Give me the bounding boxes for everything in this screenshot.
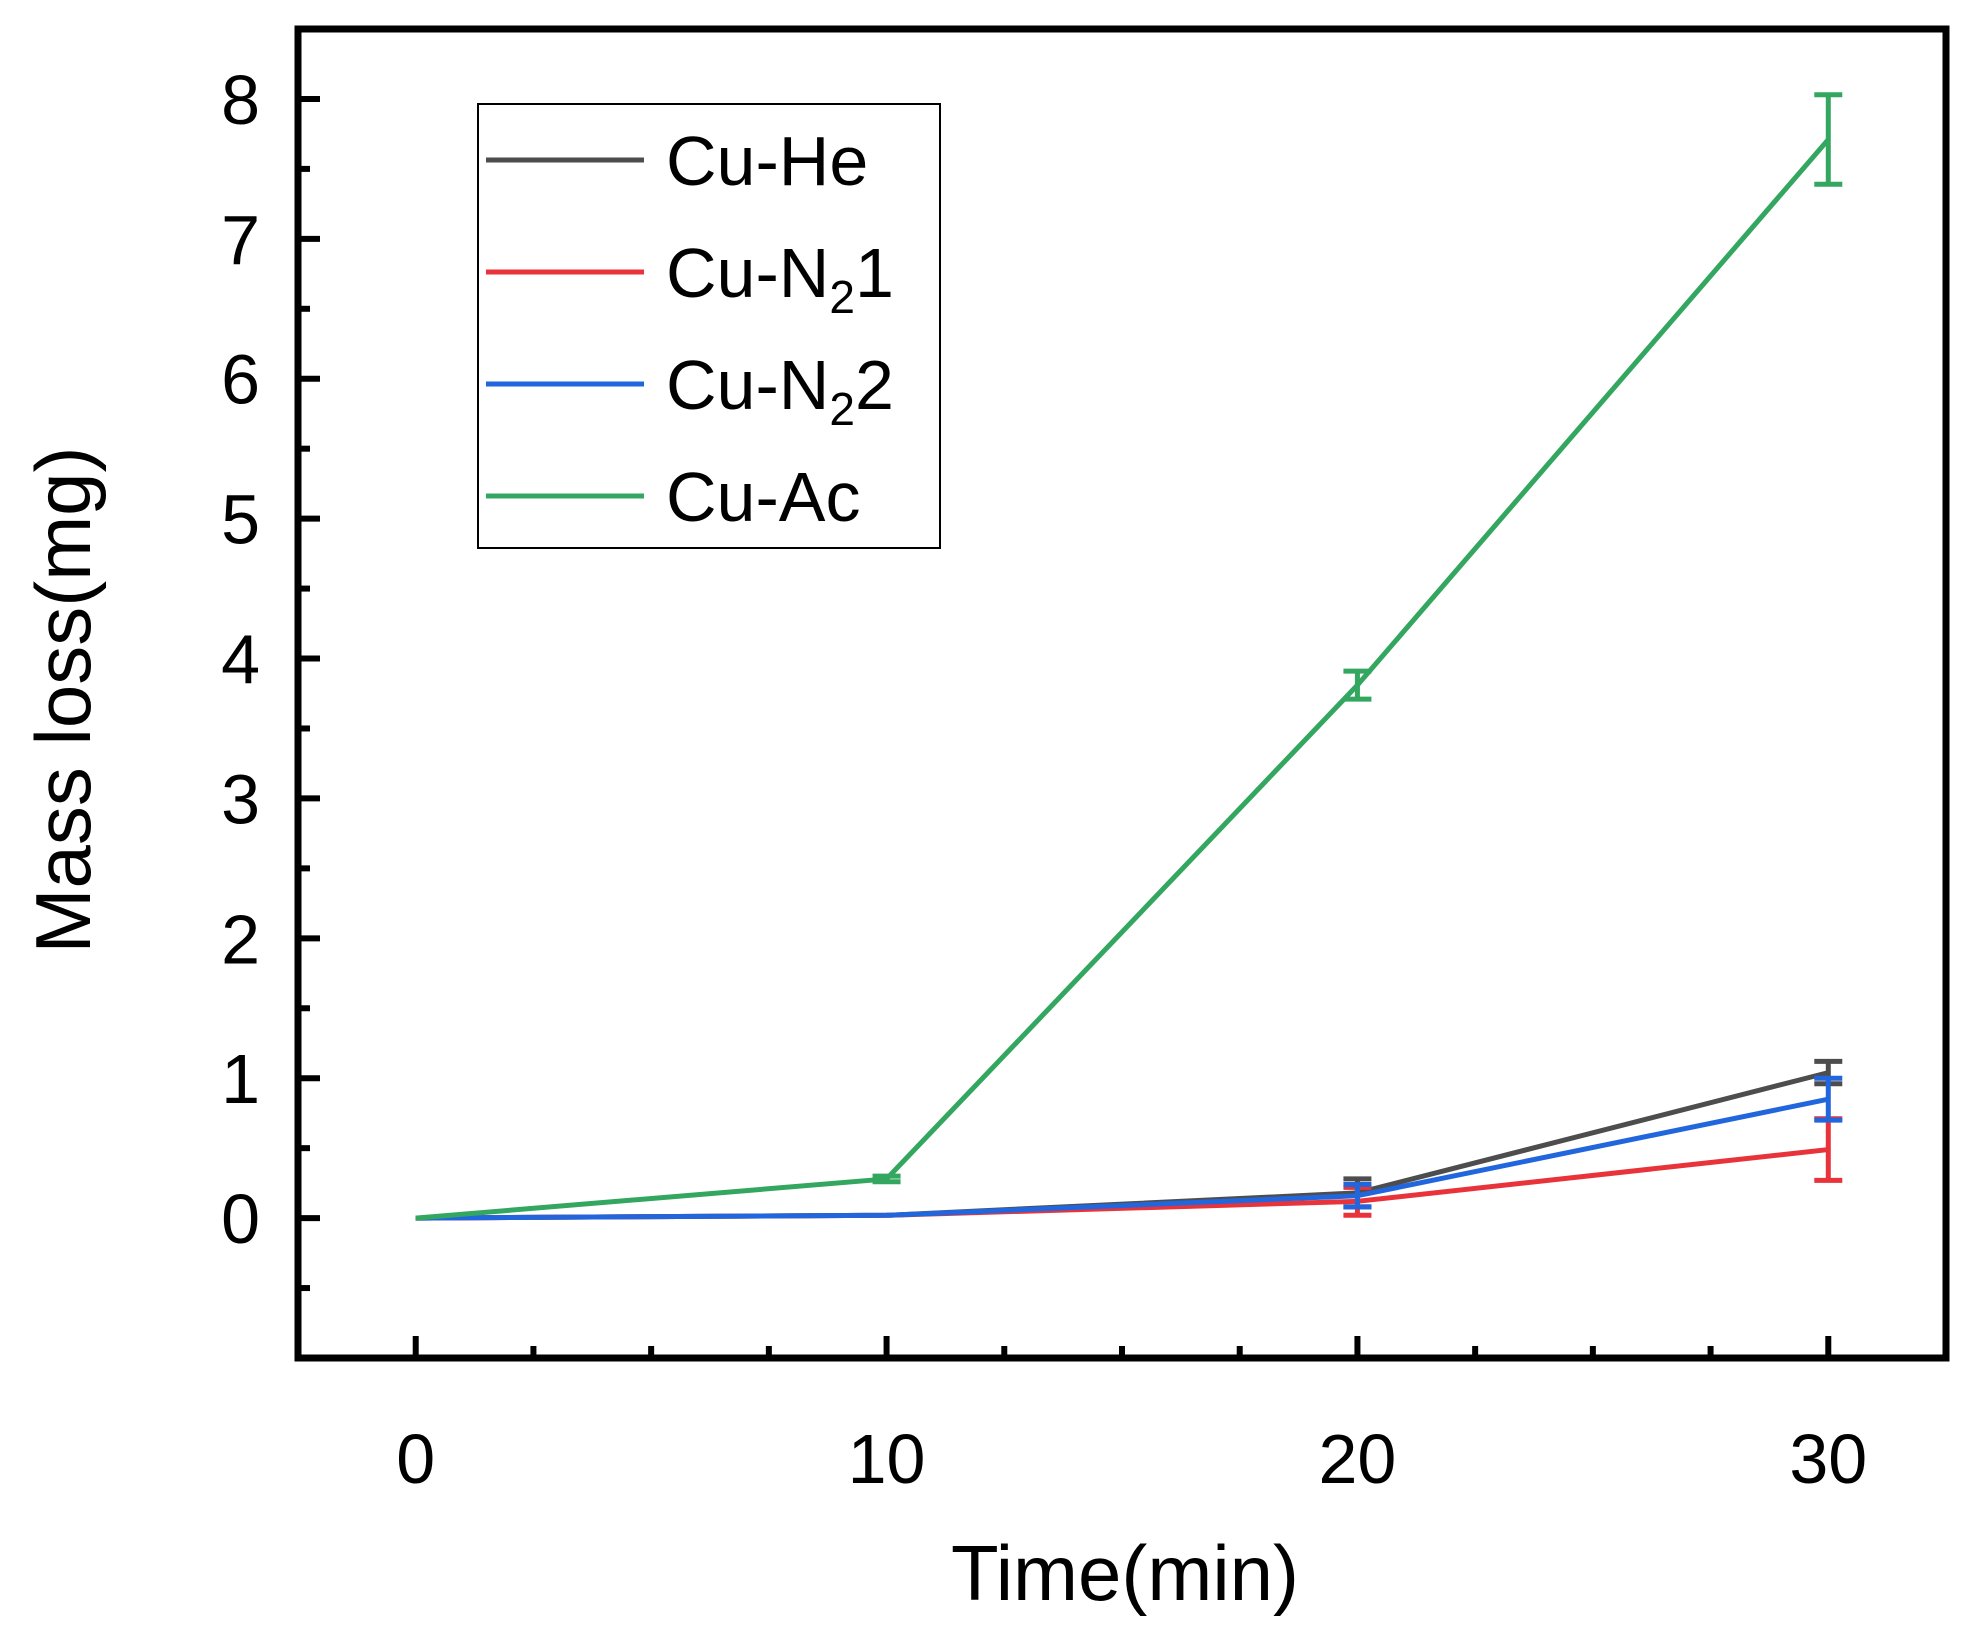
y-tick-label: 0 [221,1180,260,1258]
y-tick-label: 8 [221,61,260,139]
y-tick-label: 5 [221,481,260,559]
y-tick-label: 6 [221,341,260,419]
legend-item: Cu-Ac [486,458,860,536]
x-tick-label: 0 [396,1420,435,1498]
series-line [415,1070,1829,1221]
legend-label: Cu-N22 [666,346,894,435]
series-line [415,137,1831,1221]
x-tick-label: 30 [1789,1420,1867,1498]
series-line [415,1096,1829,1221]
y-tick-label: 4 [221,621,260,699]
legend-label: Cu-He [666,122,868,200]
legend-item: Cu-He [486,122,868,200]
x-tick-label: 10 [848,1420,926,1498]
series-Cu-N22 [415,1075,1843,1221]
y-axis-title: Mass loss(mg) [19,446,107,953]
y-tick-label: 7 [221,201,260,279]
legend-box [477,103,941,549]
axes: 0 10 20 30 0 1 2 3 4 5 6 7 8 [221,25,1950,1498]
series-layer [415,92,1843,1221]
y-tick-label: 3 [221,760,260,838]
x-tick-label: 20 [1318,1420,1396,1498]
legend-label: Cu-N21 [666,234,894,323]
x-axis-title: Time(min) [951,1529,1299,1617]
legend: Cu-He Cu-N21 Cu-N22 Cu-Ac [477,103,941,549]
legend-item: Cu-N22 [486,346,894,435]
series-Cu-Ac [415,92,1843,1221]
y-tick-label: 2 [221,900,260,978]
y-tick-label: 1 [221,1040,260,1118]
legend-item: Cu-N21 [486,234,894,323]
legend-label: Cu-Ac [666,458,860,536]
